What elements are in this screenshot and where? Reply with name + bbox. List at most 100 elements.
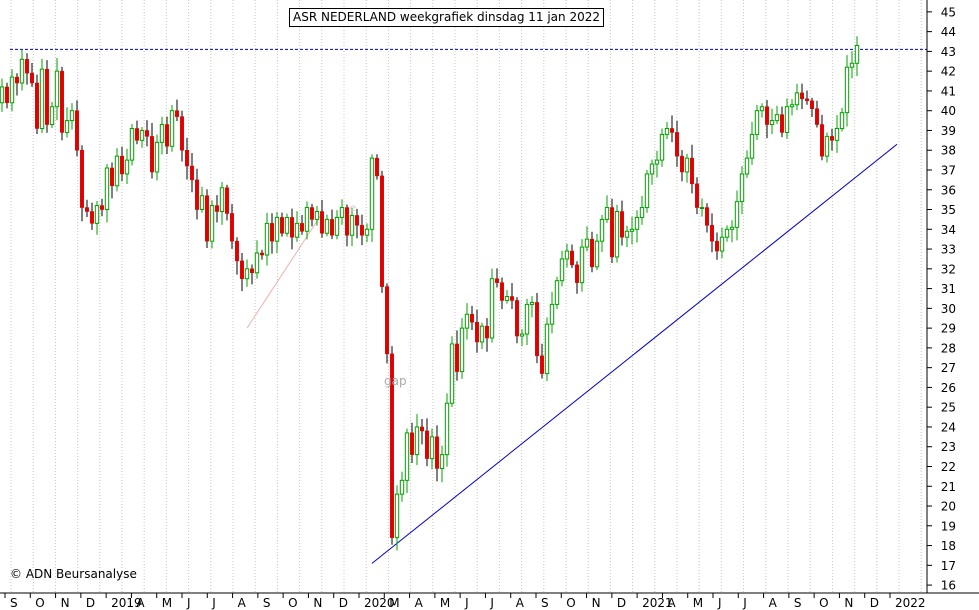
x-tick-label: 2019 xyxy=(111,596,142,610)
candle-body-down xyxy=(375,157,379,177)
candle-body-up xyxy=(69,110,75,122)
x-tick-label: J xyxy=(489,596,494,610)
candle-body-down xyxy=(420,426,424,432)
candle-body-up xyxy=(654,159,660,165)
candle-body-up xyxy=(594,240,600,268)
candle-body-up xyxy=(664,127,670,135)
copyright-notice: © ADN Beursanalyse xyxy=(10,567,137,581)
candle-body-up xyxy=(739,173,745,203)
candle-body-down xyxy=(510,296,514,301)
candle-body-up xyxy=(794,92,800,106)
candle-body-down xyxy=(765,106,769,125)
candle-body-up xyxy=(364,228,370,236)
candle-body-down xyxy=(805,98,809,102)
candle-body-down xyxy=(810,100,814,109)
candle-body-down xyxy=(25,59,29,74)
candle-body-up xyxy=(324,218,330,234)
y-tick-label: 28 xyxy=(941,341,956,355)
candle-body-down xyxy=(705,207,709,226)
candle-body-up xyxy=(284,216,290,234)
candle-body-down xyxy=(90,211,94,224)
candle-body-up xyxy=(614,211,620,258)
x-tick-label: A xyxy=(238,596,247,610)
x-tick-label: S xyxy=(794,596,802,610)
e-annotation: e xyxy=(350,203,357,214)
candle-body-down xyxy=(500,282,504,301)
candle-body-up xyxy=(369,157,375,230)
candle-body-up xyxy=(839,112,845,129)
candle-body-up xyxy=(519,333,525,337)
candle-body-up xyxy=(399,479,405,495)
candle-body-down xyxy=(225,187,229,214)
candle-body-up xyxy=(94,205,100,224)
candle-body-up xyxy=(0,86,5,104)
y-tick-label: 24 xyxy=(941,420,956,434)
candle-body-down xyxy=(535,302,539,357)
candle-body-up xyxy=(684,157,690,173)
candle-body-up xyxy=(294,222,300,238)
x-tick-label: S xyxy=(10,596,18,610)
candle-body-up xyxy=(759,106,765,112)
candle-body-down xyxy=(145,130,149,137)
candle-body-up xyxy=(789,104,795,108)
candle-body-up xyxy=(834,127,840,141)
y-tick-label: 44 xyxy=(941,25,956,39)
candle-body-down xyxy=(680,155,684,173)
candle-body-down xyxy=(495,278,499,283)
candle-body-down xyxy=(150,136,154,173)
y-tick-label: 31 xyxy=(941,282,956,296)
candle-body-down xyxy=(815,108,819,125)
candle-body-down xyxy=(780,114,784,133)
x-tick-label: D xyxy=(86,596,95,610)
y-tick-label: 29 xyxy=(941,322,956,336)
candle-body-down xyxy=(135,128,139,141)
candle-body-up xyxy=(854,44,860,64)
candle-body-down xyxy=(165,124,169,147)
candle-body-up xyxy=(729,226,735,230)
candle-body-up xyxy=(209,205,215,242)
candle-body-up xyxy=(349,214,355,236)
x-tick-label: N xyxy=(592,596,601,610)
candle-body-up xyxy=(394,493,400,539)
candle-body-up xyxy=(254,252,260,274)
candle-body-up xyxy=(604,207,610,220)
x-tick-label: A xyxy=(516,596,525,610)
y-tick-label: 39 xyxy=(941,124,956,138)
candle-body-down xyxy=(675,132,679,157)
candle-body-down xyxy=(300,223,304,232)
y-tick-label: 27 xyxy=(941,361,956,375)
candle-body-up xyxy=(629,228,635,232)
x-tick-label: 2020 xyxy=(364,596,395,610)
gap-annotation: gap xyxy=(384,374,407,388)
candle-body-up xyxy=(849,62,855,68)
candle-body-down xyxy=(235,240,239,262)
y-tick-label: 23 xyxy=(941,440,956,454)
candle-body-down xyxy=(515,300,519,337)
candle-body-up xyxy=(444,402,450,456)
candle-body-down xyxy=(670,128,674,133)
y-tick-label: 19 xyxy=(941,519,956,533)
candle-body-down xyxy=(45,68,49,125)
y-tick-label: 18 xyxy=(941,539,956,553)
candle-body-down xyxy=(385,286,389,355)
candle-body-up xyxy=(244,268,250,280)
candle-body-up xyxy=(524,303,530,335)
candle-body-down xyxy=(310,207,314,220)
candle-body-down xyxy=(715,240,719,252)
candle-body-down xyxy=(820,124,824,157)
y-tick-label: 34 xyxy=(941,223,956,237)
candle-body-up xyxy=(734,201,740,228)
candle-body-down xyxy=(410,432,414,455)
candle-body-up xyxy=(504,296,510,301)
candle-body-up xyxy=(479,325,485,343)
candle-body-down xyxy=(80,149,84,208)
x-tick-label: J xyxy=(742,596,747,610)
candle-body-down xyxy=(180,116,184,151)
candle-body-down xyxy=(690,157,694,185)
candle-body-down xyxy=(610,207,614,258)
candle-body-down xyxy=(260,252,264,256)
candle-body-up xyxy=(449,343,455,404)
minor-trendline xyxy=(246,213,323,329)
candle-body-up xyxy=(139,129,145,141)
